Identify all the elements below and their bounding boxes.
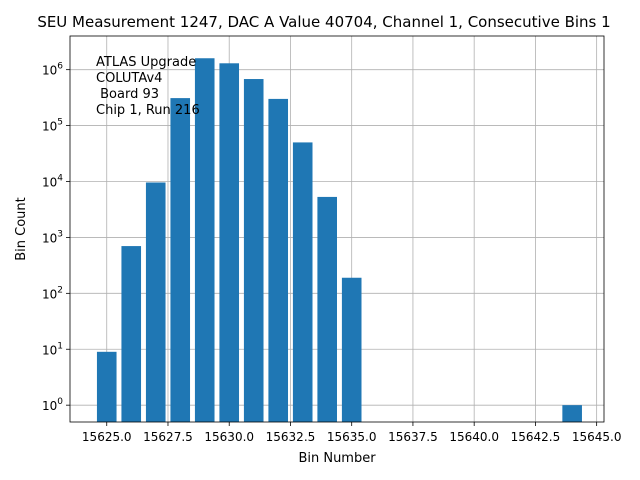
- x-tick-label-6: 15640.0: [449, 430, 499, 444]
- bar-15625: [96, 351, 117, 422]
- y-tick-label-6: 106: [42, 62, 63, 78]
- x-tick-label-1: 15627.5: [143, 430, 193, 444]
- x-tick-label-4: 15635.0: [327, 430, 377, 444]
- x-tick-label-3: 15632.5: [266, 430, 316, 444]
- bar-15628: [170, 98, 191, 422]
- bar-15630: [219, 63, 240, 423]
- bar-15634: [317, 196, 337, 422]
- chart-annotation: ATLAS Upgrade COLUTAv4 Board 93 Chip 1, Ru…: [96, 55, 200, 118]
- bar-15629: [194, 58, 215, 422]
- chart-title: SEU Measurement 1247, DAC A Value 40704,…: [37, 13, 610, 31]
- bar-15644: [562, 405, 582, 422]
- y-axis-ticks: 100 101 102 103 104 105 106: [42, 62, 70, 413]
- y-tick-label-0: 100: [42, 397, 63, 413]
- bar-15627: [145, 182, 166, 422]
- x-tick-label-8: 15645.0: [572, 430, 622, 444]
- annotation-line-0: ATLAS Upgrade: [96, 55, 196, 70]
- bars: [96, 58, 582, 423]
- y-axis-label: Bin Count: [14, 197, 29, 261]
- x-tick-label-5: 15637.5: [388, 430, 438, 444]
- y-tick-label-1: 101: [42, 341, 63, 357]
- y-tick-label-3: 103: [42, 229, 63, 245]
- bar-15632: [268, 98, 289, 422]
- x-axis-ticks: 15625.0 15627.5 15630.0 15632.5 15635.0 15637…: [82, 422, 622, 444]
- bar-15633: [292, 142, 313, 423]
- annotation-line-1: COLUTAv4: [96, 71, 162, 86]
- bar-15626: [121, 246, 142, 422]
- bar-15631: [243, 79, 264, 422]
- y-tick-label-2: 102: [42, 285, 63, 301]
- annotation-line-3: Chip 1, Run 216: [96, 103, 200, 118]
- x-axis-label: Bin Number: [298, 451, 376, 466]
- x-tick-label-2: 15630.0: [204, 430, 254, 444]
- x-tick-label-0: 15625.0: [82, 430, 132, 444]
- bar-15635: [341, 277, 362, 422]
- plot-frame: [69, 35, 605, 423]
- x-tick-label-7: 15642.5: [511, 430, 561, 444]
- y-tick-label-4: 104: [42, 173, 63, 189]
- annotation-line-2: Board 93: [96, 87, 159, 102]
- y-tick-label-5: 105: [42, 118, 63, 134]
